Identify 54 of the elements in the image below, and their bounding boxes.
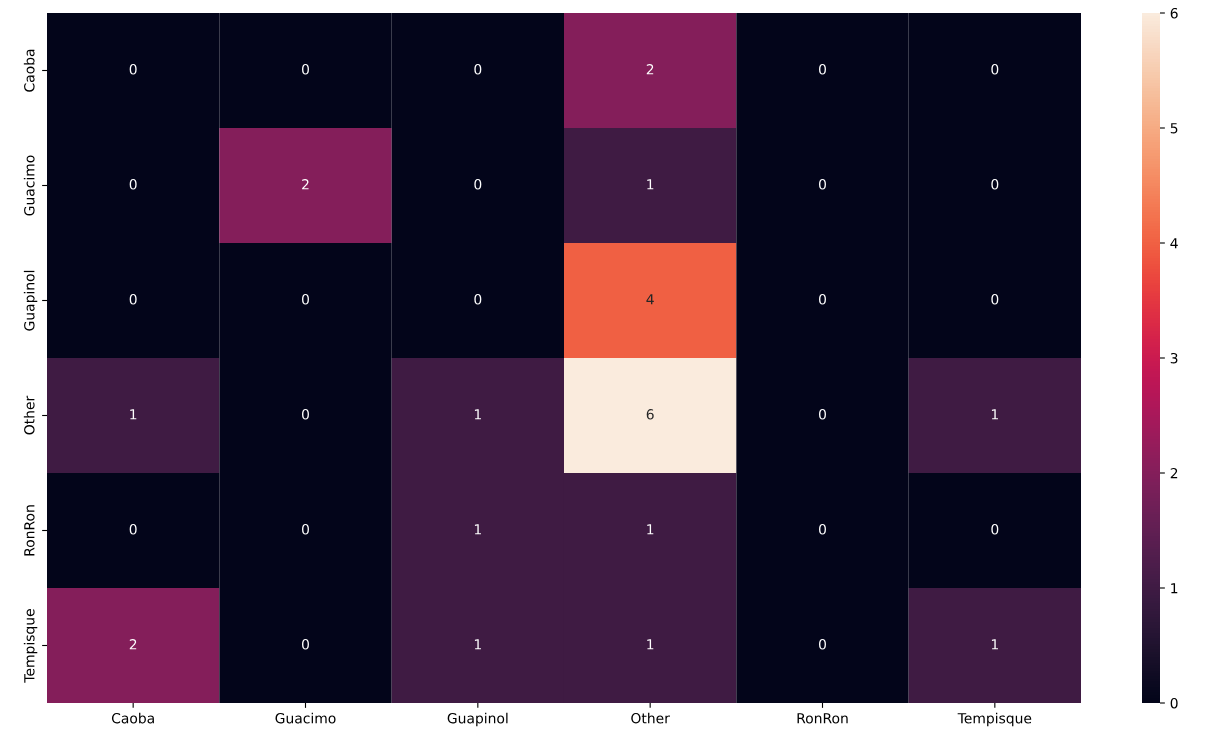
- data-label: 1: [647, 179, 654, 190]
- data-label: 0: [819, 639, 826, 650]
- data-label: 0: [819, 409, 826, 420]
- x-tick-label: Guacimo: [275, 712, 336, 724]
- color-bar-label: 1: [1171, 583, 1178, 594]
- y-tick-label: Guapinol: [23, 270, 38, 331]
- data-label: 1: [647, 524, 654, 535]
- data-label: 0: [991, 294, 999, 305]
- color-bar-label: 5: [1170, 123, 1178, 134]
- data-label: 0: [302, 409, 309, 420]
- data-label: 0: [302, 524, 309, 535]
- data-label: 1: [991, 409, 998, 420]
- x-tick-label: Tempisque: [957, 712, 1032, 727]
- data-label: 0: [302, 64, 309, 75]
- data-label: 4: [646, 294, 654, 305]
- data-label: 0: [474, 64, 482, 75]
- data-label: 1: [991, 639, 998, 650]
- x-tick-label: Other: [631, 712, 670, 724]
- y-tick-label: Other: [23, 395, 35, 435]
- color-bar-label: 0: [1170, 697, 1178, 709]
- x-tick-label: Guapinol: [447, 712, 508, 727]
- color-bar-label: 3: [1170, 352, 1178, 364]
- y-tick-label: RonRon: [24, 505, 35, 556]
- data-label: 0: [302, 639, 309, 650]
- data-label: 1: [647, 639, 654, 650]
- data-label: 1: [474, 639, 481, 650]
- data-label: 0: [819, 64, 826, 75]
- data-label: 0: [474, 179, 482, 190]
- y-tick-label: Caoba: [23, 49, 35, 92]
- data-label: 0: [129, 524, 137, 535]
- data-label: 0: [991, 179, 999, 190]
- color-bar-label: 4: [1170, 238, 1178, 249]
- x-tick-label: Caoba: [111, 712, 154, 724]
- data-label: 6: [646, 409, 654, 420]
- data-label: 2: [302, 179, 309, 190]
- data-label: 2: [646, 64, 654, 75]
- data-label: 1: [474, 524, 481, 535]
- y-tick-label: Guacimo: [23, 155, 35, 216]
- data-label: 0: [991, 64, 999, 75]
- data-label: 0: [302, 294, 309, 305]
- data-label: 0: [129, 179, 137, 190]
- x-tick-label: RonRon: [797, 713, 848, 724]
- data-label: 0: [819, 524, 826, 535]
- data-label: 0: [129, 64, 137, 75]
- data-label: 0: [474, 294, 482, 305]
- data-label: 0: [991, 524, 999, 535]
- data-label: 0: [819, 179, 826, 190]
- color-bar-label: 6: [1170, 7, 1178, 19]
- data-label: 1: [130, 409, 137, 420]
- color-bar-label: 2: [1170, 467, 1178, 479]
- data-label: 2: [129, 639, 137, 650]
- data-label: 0: [129, 294, 137, 305]
- data-label: 1: [474, 409, 481, 420]
- data-label: 0: [819, 294, 826, 305]
